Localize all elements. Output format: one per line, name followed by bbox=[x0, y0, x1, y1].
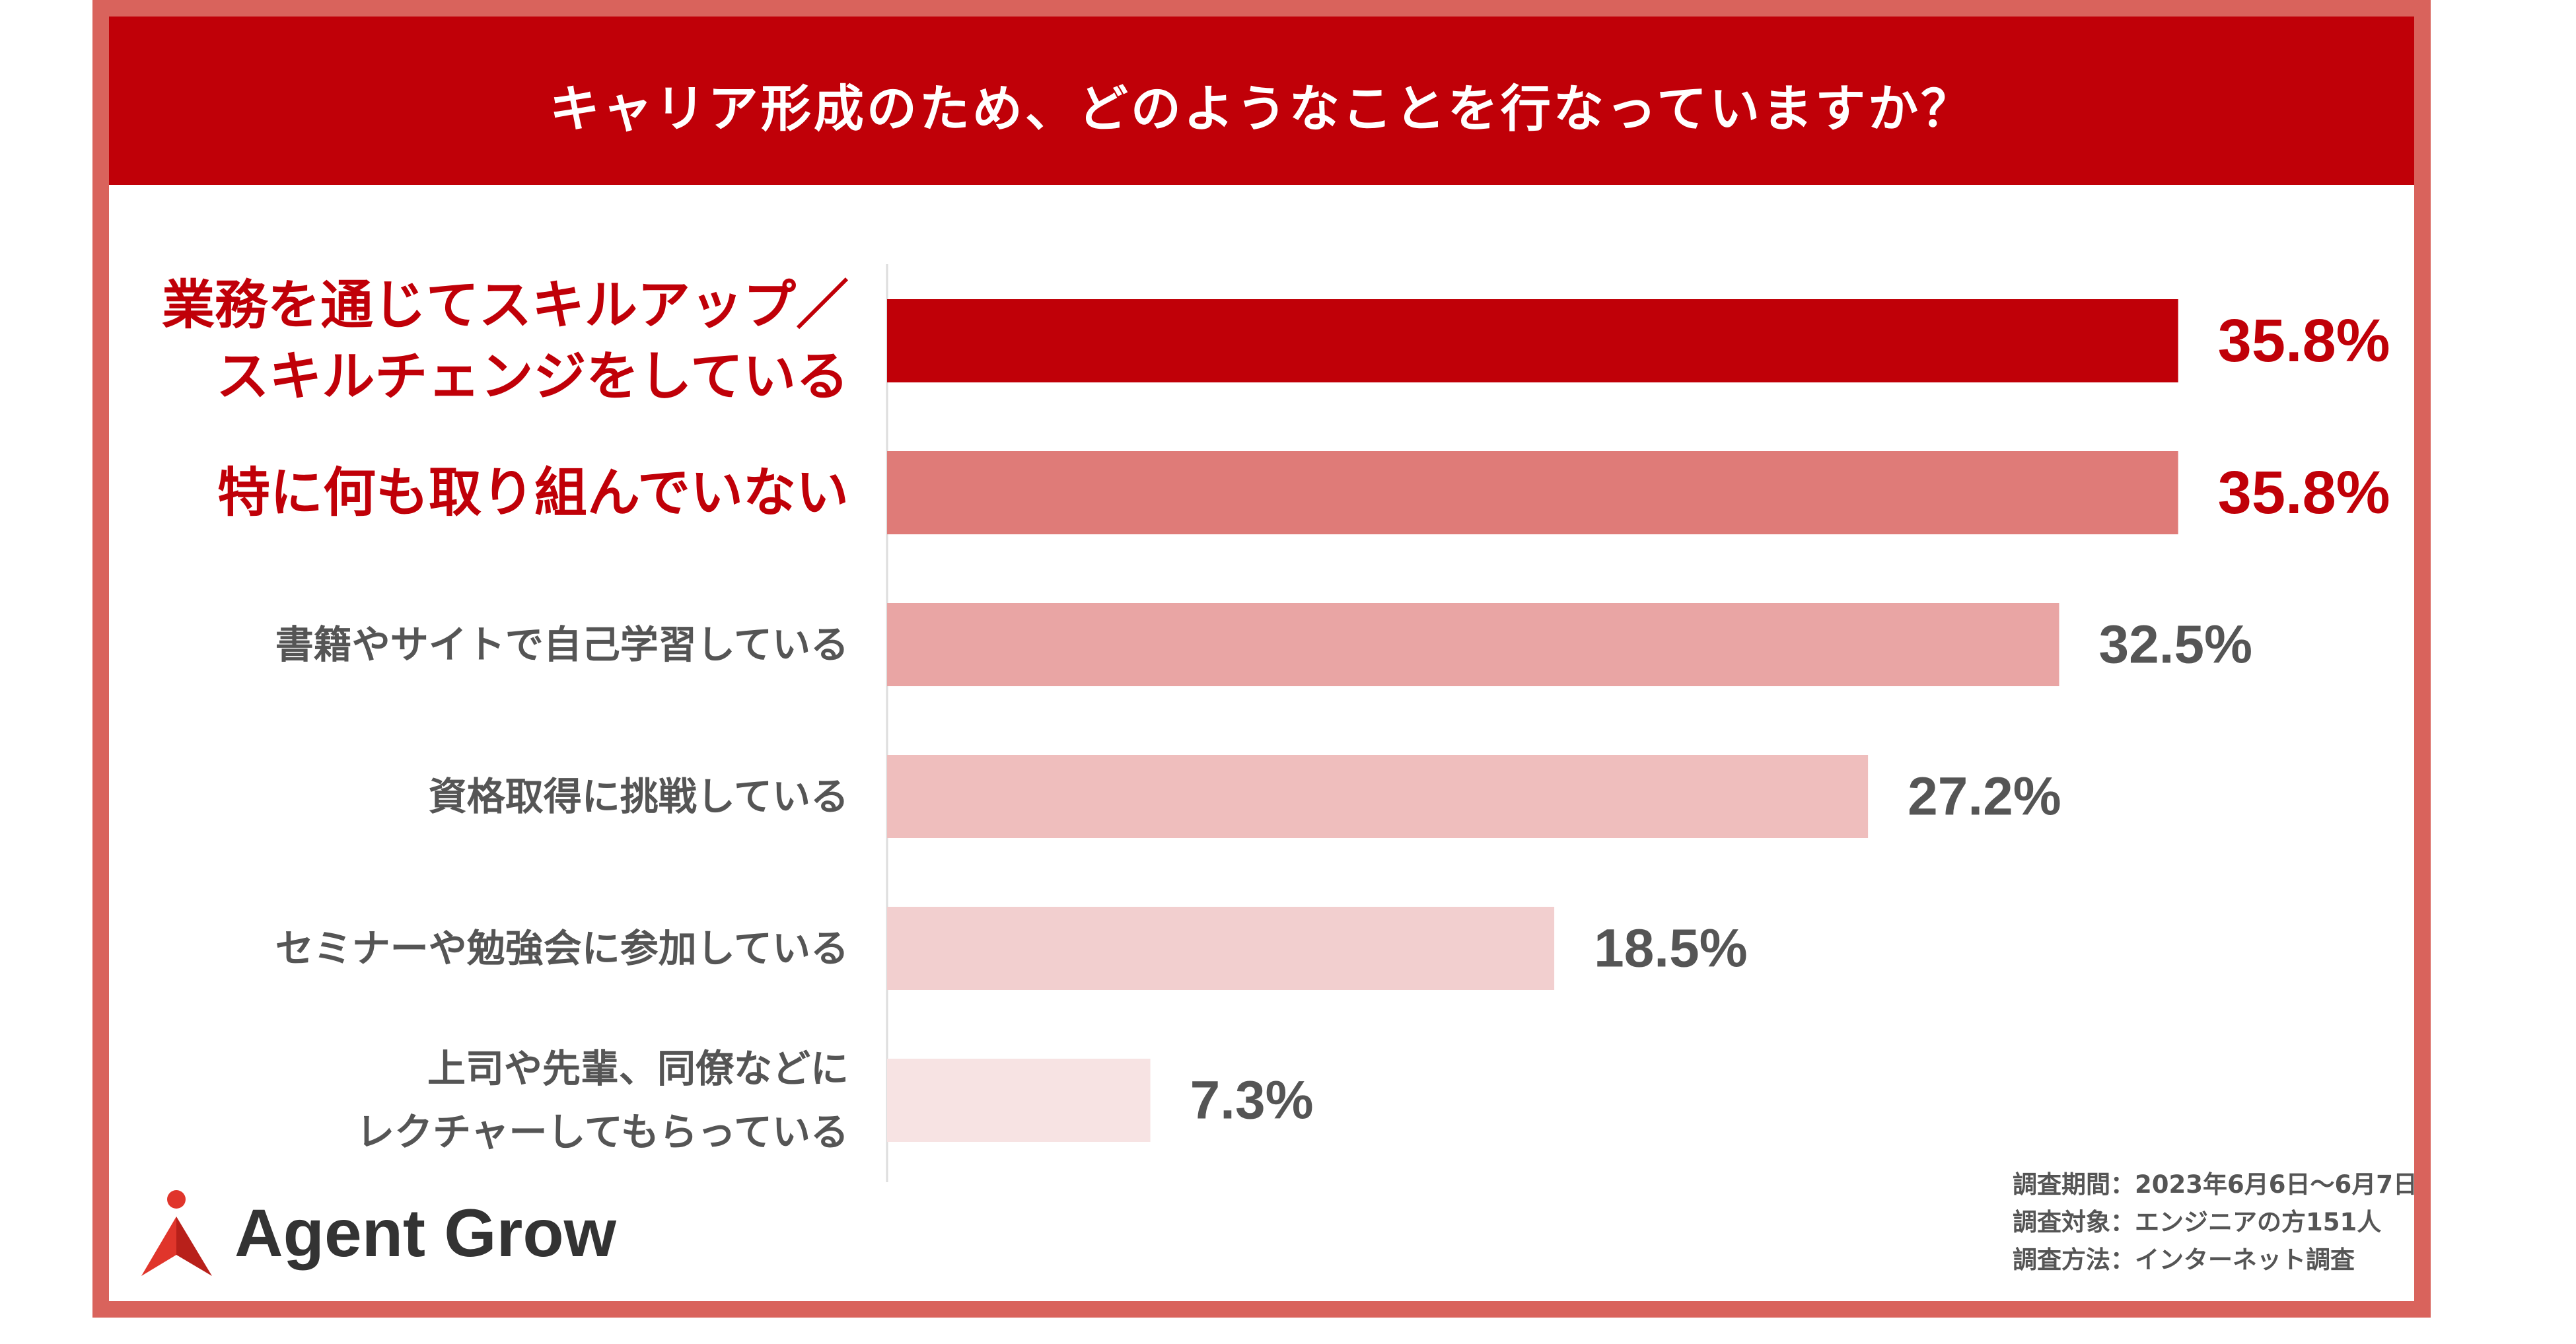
agent-grow-logo-icon bbox=[141, 1190, 212, 1276]
title-bar: キャリア形成のため、どのようなことを行なっていますか？ bbox=[109, 17, 2414, 185]
category-label-5-line-0: 上司や先輩、同僚などに bbox=[427, 1046, 849, 1091]
value-label-4: 18.5% bbox=[1594, 919, 1748, 979]
category-label-1-line-0: 特に何も取り組んでいない bbox=[217, 462, 849, 524]
survey-method: 調査方法：インターネット調査 bbox=[2013, 1246, 2355, 1274]
value-label-0: 35.8% bbox=[2218, 307, 2390, 374]
bar-5 bbox=[887, 1059, 1151, 1142]
category-label-0-line-0: 業務を通じてスキルアップ／ bbox=[162, 275, 849, 336]
chart-title: キャリア形成のため、どのようなことを行なっていますか？ bbox=[549, 79, 1974, 138]
category-label-2-line-0: 書籍やサイトで自己学習している bbox=[275, 622, 849, 667]
survey-period: 調査期間：2023年6月6日〜6月7日 bbox=[2013, 1170, 2417, 1199]
value-label-1: 35.8% bbox=[2218, 459, 2390, 526]
value-label-3: 27.2% bbox=[1908, 767, 2061, 827]
brand-logo: Agent Grow bbox=[139, 1189, 616, 1278]
bar-3 bbox=[887, 755, 1869, 838]
bar-0 bbox=[887, 299, 2178, 382]
brand-name: Agent Grow bbox=[234, 1195, 616, 1271]
bar-2 bbox=[887, 603, 2059, 686]
value-label-5: 7.3% bbox=[1190, 1071, 1314, 1131]
bar-1 bbox=[887, 451, 2178, 534]
category-label-4-line-0: セミナーや勉強会に参加している bbox=[275, 926, 849, 971]
bar-group: 35.8% 業務を通じてスキルアップ／ スキルチェンジをしている 35.8% 特に何も取… bbox=[162, 275, 2390, 1155]
category-label-5-line-1: レクチャーしてもらっている bbox=[356, 1110, 849, 1154]
bar-4 bbox=[887, 907, 1555, 990]
category-label-0-line-1: スキルチェンジをしている bbox=[216, 346, 849, 407]
survey-target: 調査対象：エンジニアの方151人 bbox=[2013, 1208, 2382, 1236]
value-label-2: 32.5% bbox=[2099, 615, 2253, 675]
survey-footnote: 調査期間：2023年6月6日〜6月7日 調査対象：エンジニアの方151人 調査方… bbox=[2013, 1166, 2417, 1279]
category-label-3-line-0: 資格取得に挑戦している bbox=[429, 774, 849, 819]
